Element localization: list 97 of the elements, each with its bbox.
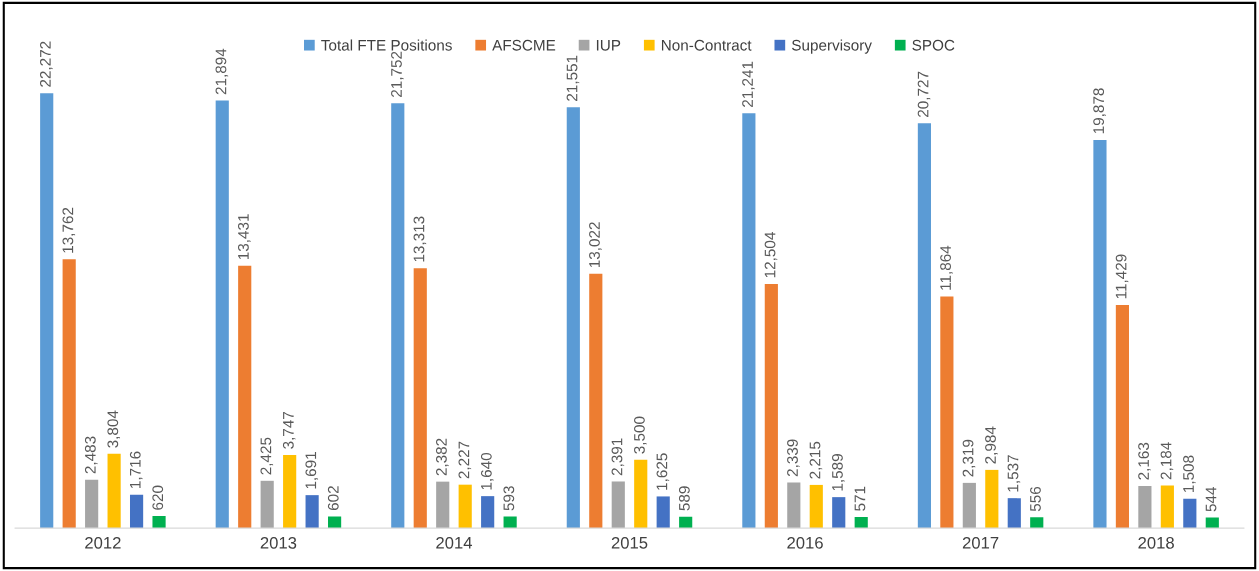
bar [656,496,670,529]
data-label: 11,429 [1115,254,1129,299]
bar [238,265,252,529]
bar [1115,304,1129,529]
data-label: 2,339 [787,439,800,477]
data-label: 12,504 [764,232,778,278]
data-label: 2,163 [1138,442,1151,480]
data-label: 13,431 [238,214,251,260]
x-tick-label: 2016 [787,536,823,549]
data-label: 2,184 [1160,442,1174,480]
data-label: 3,500 [634,416,647,454]
bar [260,480,274,529]
x-tick-label: 2012 [85,536,121,549]
bar [679,516,693,529]
bar [634,459,648,529]
data-label: 620 [152,485,164,510]
data-label: 2,382 [436,438,449,476]
bar [742,113,756,529]
bar [1093,139,1107,529]
data-label: 2,227 [458,441,472,479]
bar [1205,517,1219,529]
data-label: 1,508 [1183,455,1196,492]
legend-label: IUP [596,40,621,51]
bar [40,93,54,529]
x-tick-label: 2013 [260,536,297,549]
bar [85,479,99,529]
data-label: 1,625 [656,453,670,490]
legend-label: SPOC [912,39,955,51]
data-label: 3,747 [282,411,296,449]
bar [436,481,450,529]
x-tick-label: 2014 [436,536,473,549]
bar [413,268,427,529]
bar [1160,485,1174,529]
bar [152,516,166,529]
data-label: 2,215 [809,441,823,479]
bar [328,516,342,529]
bar [130,494,144,529]
data-label: 21,894 [215,48,229,95]
bar [458,484,472,529]
legend-label: Total FTE Positions [321,39,452,51]
data-label: 1,589 [832,454,845,491]
data-label: 13,022 [589,222,602,268]
bar [391,103,405,529]
data-label: 571 [854,486,866,511]
data-label: 1,640 [480,452,494,490]
bar [1183,498,1197,529]
data-label: 589 [678,486,690,511]
data-label: 602 [327,486,339,511]
bar [305,495,319,529]
data-label: 20,727 [917,71,931,117]
data-label: 1,537 [1007,455,1021,492]
data-label: 2,425 [260,437,274,475]
data-label: 1,691 [305,452,319,489]
bar [940,296,954,529]
x-tick-label: 2015 [611,536,648,549]
data-label: 2,984 [985,426,998,464]
data-label: 544 [1205,486,1217,512]
data-label: 3,804 [107,410,121,448]
bar [503,516,517,529]
data-label: 2,319 [962,439,976,477]
x-tick-label: 2017 [962,536,999,549]
bar [481,496,495,529]
bar [985,469,999,529]
data-label: 593 [503,486,515,511]
bar [1007,498,1021,529]
data-label: 556 [1030,486,1041,512]
bar [566,107,580,529]
legend-label: Non-Contract [661,39,752,51]
bar [215,100,229,529]
data-label: 1,716 [129,451,143,488]
data-label: 21,551 [566,55,580,101]
bar [764,283,778,529]
bar [809,484,823,529]
data-label: 2,391 [611,438,625,476]
bar [1030,517,1044,529]
legend-label: AFSCME [492,39,556,51]
legend-label: Supervisory [791,39,872,54]
bar [854,517,868,529]
bar [787,482,801,529]
data-label: 19,878 [1093,88,1106,134]
bar [611,481,625,529]
data-label: 22,272 [39,41,53,87]
data-label: 11,864 [940,245,953,290]
bar [107,453,121,529]
data-label: 13,313 [413,216,427,262]
data-label: 21,752 [391,51,404,97]
bar [917,123,931,529]
bar [1138,485,1152,529]
data-label: 21,241 [742,61,755,107]
bar [283,454,297,529]
bar [832,497,846,529]
x-tick-label: 2018 [1138,536,1174,549]
bar [589,273,603,529]
bar [62,259,76,529]
data-label: 2,483 [84,436,98,474]
bar [962,482,976,529]
data-label: 13,762 [62,207,76,253]
